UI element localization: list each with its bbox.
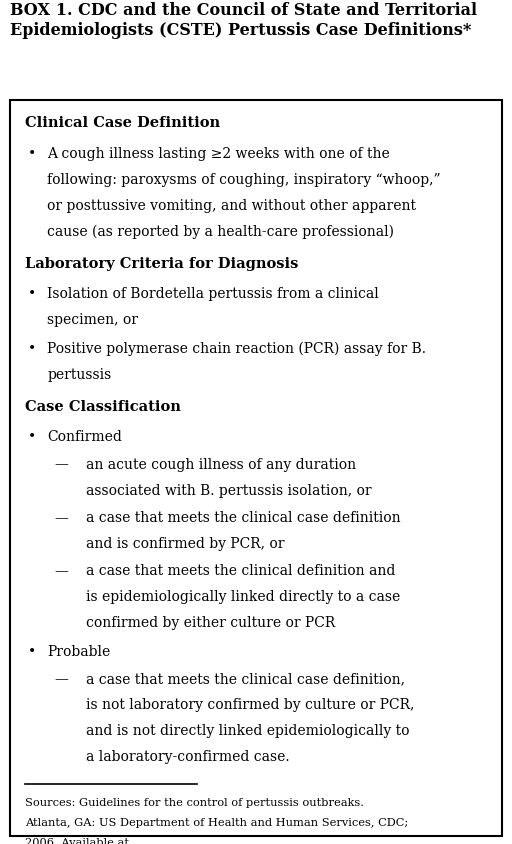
Text: pertussis: pertussis <box>47 367 111 381</box>
Text: an acute cough illness of any duration: an acute cough illness of any duration <box>87 457 356 471</box>
Text: following: paroxysms of coughing, inspiratory “whoop,”: following: paroxysms of coughing, inspir… <box>47 172 441 187</box>
Text: A cough illness lasting ≥2 weeks with one of the: A cough illness lasting ≥2 weeks with on… <box>47 147 390 160</box>
Text: Laboratory Criteria for Diagnosis: Laboratory Criteria for Diagnosis <box>25 257 298 271</box>
Text: cause (as reported by a health-care professional): cause (as reported by a health-care prof… <box>47 225 394 239</box>
Text: •: • <box>28 341 36 355</box>
Text: •: • <box>28 287 36 301</box>
Text: •: • <box>28 147 36 160</box>
Text: BOX 1. CDC and the Council of State and Territorial Epidemiologists (CSTE) Pertu: BOX 1. CDC and the Council of State and … <box>10 2 477 39</box>
Text: Confirmed: Confirmed <box>47 430 122 444</box>
Text: —: — <box>54 564 68 577</box>
Text: associated with B. pertussis isolation, or: associated with B. pertussis isolation, … <box>87 483 372 497</box>
Text: —: — <box>54 457 68 471</box>
Text: confirmed by either culture or PCR: confirmed by either culture or PCR <box>87 615 336 630</box>
Text: Case Classification: Case Classification <box>25 399 181 414</box>
Text: •: • <box>28 430 36 444</box>
Text: Isolation of Bordetella pertussis from a clinical: Isolation of Bordetella pertussis from a… <box>47 287 379 301</box>
Text: a case that meets the clinical case definition,: a case that meets the clinical case defi… <box>87 671 406 685</box>
Text: Clinical Case Definition: Clinical Case Definition <box>25 116 220 130</box>
Text: —: — <box>54 511 68 524</box>
Text: a laboratory-confirmed case.: a laboratory-confirmed case. <box>87 749 290 763</box>
Text: and is not directly linked epidemiologically to: and is not directly linked epidemiologic… <box>87 723 410 737</box>
Text: Positive polymerase chain reaction (PCR) assay for B.: Positive polymerase chain reaction (PCR)… <box>47 341 426 356</box>
Text: is not laboratory confirmed by culture or PCR,: is not laboratory confirmed by culture o… <box>87 697 415 711</box>
Text: a case that meets the clinical definition and: a case that meets the clinical definitio… <box>87 564 396 577</box>
Text: and is confirmed by PCR, or: and is confirmed by PCR, or <box>87 536 285 550</box>
Text: 2006. Available at: 2006. Available at <box>25 837 129 844</box>
Text: Probable: Probable <box>47 644 111 657</box>
Text: specimen, or: specimen, or <box>47 313 138 327</box>
Text: or posttussive vomiting, and without other apparent: or posttussive vomiting, and without oth… <box>47 198 416 213</box>
FancyBboxPatch shape <box>10 101 502 836</box>
Text: Sources: Guidelines for the control of pertussis outbreaks.: Sources: Guidelines for the control of p… <box>25 798 364 808</box>
Text: is epidemiologically linked directly to a case: is epidemiologically linked directly to … <box>87 590 401 603</box>
Text: a case that meets the clinical case definition: a case that meets the clinical case defi… <box>87 511 401 524</box>
Text: •: • <box>28 644 36 657</box>
Text: —: — <box>54 671 68 685</box>
Text: Atlanta, GA: US Department of Health and Human Services, CDC;: Atlanta, GA: US Department of Health and… <box>25 817 408 827</box>
